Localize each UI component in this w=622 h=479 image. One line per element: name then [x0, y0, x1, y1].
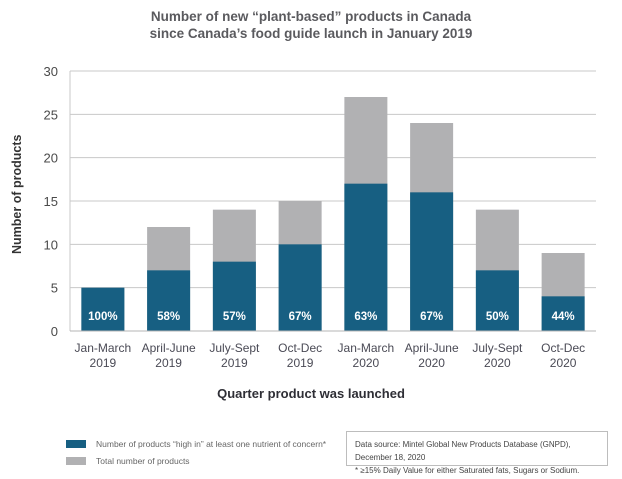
x-tick-label-year: 2019 [287, 356, 314, 370]
x-tick-label: Jan-March [338, 341, 395, 355]
data-source-text: Data source: Mintel Global New Products … [355, 440, 571, 462]
x-tick-label-year: 2019 [221, 356, 248, 370]
x-tick-label: July-Sept [209, 341, 260, 355]
legend-label-total: Total number of products [96, 455, 190, 466]
y-tick-label: 15 [44, 194, 58, 209]
legend-item-total: Total number of products [66, 452, 326, 469]
legend-item-high-in: Number of products “high in” at least on… [66, 435, 326, 452]
x-tick-label-year: 2019 [155, 356, 182, 370]
legend-swatch-total [66, 456, 86, 465]
x-tick-label: April-June [142, 341, 196, 355]
legend-label-high-in: Number of products “high in” at least on… [96, 438, 327, 449]
x-tick-label-year: 2020 [550, 356, 577, 370]
x-tick-label: Oct-Dec [541, 341, 585, 355]
bar-high-in [541, 296, 585, 331]
bar-high-in [410, 192, 454, 331]
y-tick-label: 10 [44, 237, 58, 252]
y-tick-label: 25 [44, 107, 58, 122]
x-tick-label-year: 2020 [353, 356, 380, 370]
legend-swatch-high-in [66, 439, 86, 448]
bar-high-in [147, 270, 191, 331]
data-label: 57% [223, 311, 246, 323]
x-tick-label: April-June [405, 341, 459, 355]
y-axis-label: Number of products [10, 134, 24, 254]
chart-title-line-1: Number of new “plant-based” products in … [150, 9, 472, 24]
bar-high-in [212, 261, 256, 331]
footnote-text: * ≥15% Daily Value for either Saturated … [355, 466, 580, 475]
x-tick-label-year: 2019 [90, 356, 117, 370]
x-axis-label: Quarter product was launched [217, 386, 405, 401]
data-label: 67% [420, 311, 443, 323]
data-label: 100% [88, 311, 117, 323]
data-label: 67% [289, 311, 312, 323]
y-tick-label: 5 [51, 281, 58, 296]
x-tick-label: Oct-Dec [278, 341, 322, 355]
y-tick-label: 30 [44, 64, 58, 79]
x-tick-label: July-Sept [472, 341, 523, 355]
y-tick-label: 0 [51, 324, 58, 339]
data-label: 44% [552, 311, 575, 323]
x-tick-label-year: 2020 [484, 356, 511, 370]
y-tick-label: 20 [44, 151, 58, 166]
data-label: 50% [486, 311, 509, 323]
bar-high-in [344, 183, 388, 331]
bar-high-in [475, 270, 519, 331]
legend: Number of products “high in” at least on… [66, 435, 326, 469]
data-label: 63% [354, 311, 377, 323]
bar-high-in [81, 287, 125, 331]
data-source-box: Data source: Mintel Global New Products … [346, 431, 608, 475]
chart-title-line-2: since Canada’s food guide launch in Janu… [149, 26, 473, 41]
x-tick-label: Jan-March [75, 341, 132, 355]
x-tick-label-year: 2020 [418, 356, 445, 370]
bar-high-in [278, 244, 322, 331]
data-label: 58% [157, 311, 180, 323]
chart-title: Number of new “plant-based” products in … [0, 8, 622, 42]
